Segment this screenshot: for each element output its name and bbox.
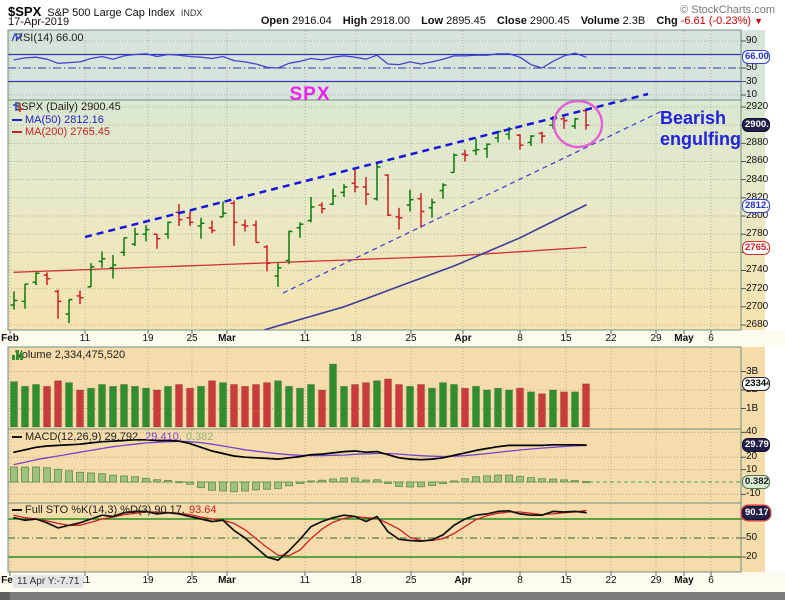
ma200-value-box: 2765.45 [742, 241, 770, 255]
low-label: Low [421, 15, 444, 27]
ma50-value-box: 2812.16 [742, 199, 770, 213]
chart-header-line1: $SPX S&P 500 Large Cap Index INDX [8, 3, 202, 21]
macd-hist-label: 0.382 [185, 431, 214, 443]
open-value: 2916.04 [291, 15, 332, 27]
volume-value-box: 23344 [742, 377, 770, 391]
rsi-chart-icon [12, 32, 23, 42]
ma50-line-icon [12, 119, 22, 121]
sto-legend-label: Full STO %K(14,3) %D(3) 90.17, [25, 504, 185, 516]
bearish-line2: engulfing [660, 129, 741, 149]
high-value: 2918.00 [370, 15, 410, 27]
macd-legend-label: MACD(12,26,9) 29.792, [25, 431, 142, 443]
chg-label: Chg [656, 15, 678, 27]
macd-hist-box: 0.382 [742, 475, 770, 489]
sto-value-box: 90.17 [742, 506, 770, 520]
chart-date: 17-Apr-2019 [8, 16, 70, 28]
macd-legend: MACD(12,26,9) 29.792, 29.410, 0.382 [12, 431, 213, 443]
down-arrow-icon: ▼ [754, 16, 763, 26]
symbol: $SPX [8, 4, 42, 19]
price-legend-label: $SPX (Daily) 2900.45 [15, 101, 121, 113]
macd-signal-label: 29.410, [145, 431, 182, 443]
rsi-legend: RSI(14) 66.00 [12, 32, 83, 44]
ma200-line-icon [12, 131, 22, 133]
volume-value: 2.3B [622, 15, 646, 27]
macd-line-icon [12, 436, 22, 438]
sto-legend: Full STO %K(14,3) %D(3) 90.17, 93.64 [12, 504, 217, 516]
volume-bars-icon [12, 350, 23, 360]
close-price-box: 2900.45 [742, 118, 770, 132]
bearish-engulfing-annotation: Bearish engulfing [660, 108, 741, 150]
price-chart-icon [13, 102, 23, 112]
bearish-line1: Bearish [660, 108, 727, 128]
exchange: INDX [180, 8, 203, 18]
rsi-value-box: 66.00 [742, 50, 770, 64]
quote-line: Open 2916.04 High 2918.00 Low 2895.45 Close… [253, 15, 763, 27]
ma50-legend-label: MA(50) 2812.16 [25, 114, 104, 126]
horizontal-scrollbar[interactable] [0, 592, 785, 600]
ma50-legend: MA(50) 2812.16 [12, 114, 104, 126]
sto-line-icon [12, 509, 22, 511]
scrollbar-left-button[interactable] [0, 592, 10, 600]
sto-d-label: 93.64 [188, 504, 217, 516]
ma200-legend: MA(200) 2765.45 [12, 126, 110, 138]
close-label: Close [496, 15, 527, 27]
low-value: 2895.45 [446, 15, 486, 27]
volume-label: Volume [580, 15, 620, 27]
chg-value: -6.61 (-0.23%) [680, 15, 752, 27]
volume-legend: Volume 2,334,475,520 [12, 349, 125, 361]
spx-annotation: SPX [289, 84, 331, 105]
copyright: © StockCharts.com [680, 4, 775, 16]
rsi-legend-label: RSI(14) 66.00 [15, 32, 84, 44]
macd-value-box: 29.792 [742, 438, 770, 452]
open-label: Open [260, 15, 289, 27]
close-value: 2900.45 [529, 15, 570, 27]
high-label: High [342, 15, 368, 27]
index-name: S&P 500 Large Cap Index [47, 7, 175, 19]
price-legend: $SPX (Daily) 2900.45 [12, 101, 121, 113]
ma200-legend-label: MA(200) 2765.45 [25, 126, 110, 138]
date-tooltip: 11 Apr Y:-7.71 [13, 575, 84, 588]
volume-legend-label: Volume 2,334,475,520 [15, 349, 126, 361]
